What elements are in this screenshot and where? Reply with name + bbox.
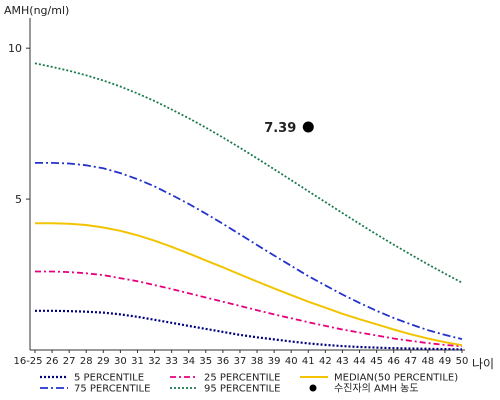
x-tick-label: 45 xyxy=(370,356,383,367)
x-tick-label: 39 xyxy=(268,356,281,367)
series-lines xyxy=(34,62,463,351)
legend-marker-swatch xyxy=(309,384,317,392)
x-tick-label: 46 xyxy=(387,356,400,367)
x-tick-label: 30 xyxy=(114,356,127,367)
series-line-median-50-percentile xyxy=(35,222,463,347)
patient-amh-point xyxy=(302,121,314,133)
legend-label: MEDIAN(50 PERCENTILE) xyxy=(334,373,458,384)
y-tick-label: 5 xyxy=(15,193,22,206)
x-tick-label: 43 xyxy=(336,356,349,367)
y-tick-label: 10 xyxy=(8,42,22,55)
x-tick-label: 50 xyxy=(456,356,469,367)
x-tick-label: 37 xyxy=(234,356,247,367)
legend-label: 75 PERCENTILE xyxy=(74,384,150,395)
x-tick-label: 40 xyxy=(285,356,298,367)
series-line-25-percentile xyxy=(35,270,463,348)
series-line-95-percentile xyxy=(34,62,463,284)
legend: 5 PERCENTILE 25 PERCENTILE MEDIAN(50 PERCE… xyxy=(40,373,458,395)
x-tick-label: 41 xyxy=(302,356,315,367)
patient-marker: 7.39 xyxy=(264,121,314,136)
x-tick-label: 34 xyxy=(182,356,195,367)
x-tick-label: 48 xyxy=(421,356,434,367)
x-tick-label: 32 xyxy=(148,356,161,367)
x-tick-label: 49 xyxy=(439,356,452,367)
y-ticks: 5 10 xyxy=(8,42,30,206)
legend-label: 25 PERCENTILE xyxy=(204,373,280,384)
x-tick-label: 44 xyxy=(353,356,366,367)
y-axis-label: AMH(ng/ml) xyxy=(4,4,69,17)
x-tick-label: 26 xyxy=(46,356,59,367)
x-axis-label: 나이 xyxy=(472,357,494,371)
patient-amh-value-label: 7.39 xyxy=(264,121,296,136)
x-tick-label: 33 xyxy=(165,356,178,367)
x-tick-label: 36 xyxy=(217,356,230,367)
x-tick-label: 29 xyxy=(97,356,110,367)
x-tick-label: 47 xyxy=(404,356,417,367)
series-line-75-percentile xyxy=(35,161,463,340)
x-tick-label: 28 xyxy=(80,356,93,367)
x-tick-label: 35 xyxy=(199,356,212,367)
legend-label: 5 PERCENTILE xyxy=(74,373,144,384)
x-tick-label: 42 xyxy=(319,356,332,367)
legend-label: 95 PERCENTILE xyxy=(204,384,280,395)
legend-marker-label: 수진자의 AMH 농도 xyxy=(334,383,419,395)
x-tick-label: 38 xyxy=(251,356,264,367)
x-tick-label: 31 xyxy=(131,356,144,367)
axes xyxy=(29,18,465,351)
x-tick-label: 27 xyxy=(63,356,76,367)
x-ticks: 16-25 26 27 28 29 30 31 32 33 34 35 36 37 38 39 40 41 42 4… xyxy=(13,350,468,367)
x-tick-label: 16-25 xyxy=(13,356,42,367)
